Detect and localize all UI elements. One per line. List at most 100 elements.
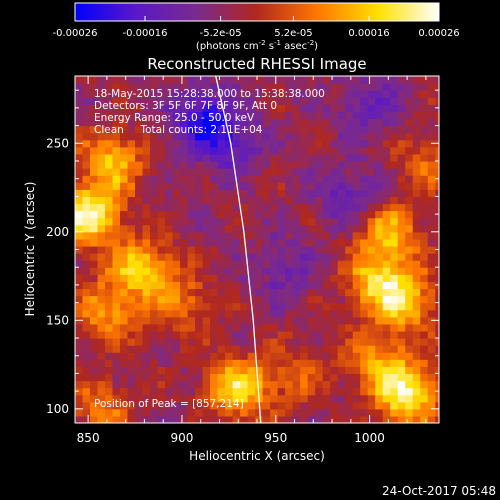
heatmap-cell (420, 330, 429, 339)
heatmap-cell (127, 274, 136, 282)
heatmap-cell (360, 118, 369, 127)
heatmap-cell (270, 394, 279, 403)
heatmap-cell (195, 231, 204, 240)
heatmap-cell (135, 309, 144, 318)
heatmap-cell (352, 111, 361, 120)
heatmap-cell (135, 238, 144, 247)
heatmap-cell (180, 401, 189, 410)
heatmap-cell (412, 97, 421, 105)
heatmap-cell (180, 153, 189, 162)
heatmap-cell (427, 238, 436, 247)
x-tick-label: 1000 (354, 431, 385, 445)
heatmap-cell (315, 189, 324, 197)
heatmap-cell (322, 288, 331, 297)
heatmap-cell (112, 408, 121, 417)
heatmap-cell (157, 359, 166, 367)
heatmap-cell (322, 338, 331, 346)
heatmap-cell (270, 302, 279, 311)
x-axis-label: Heliocentric X (arcsec) (189, 449, 325, 463)
heatmap-cell (142, 253, 151, 261)
heatmap-cell (240, 210, 249, 219)
heatmap-cell (195, 373, 204, 382)
heatmap-cell (82, 366, 91, 375)
heatmap-cell (307, 366, 316, 375)
heatmap-cell (285, 345, 294, 353)
heatmap-cell (375, 401, 384, 410)
heatmap-cell (307, 415, 316, 423)
heatmap-cell (232, 196, 241, 205)
heatmap-cell (112, 168, 121, 176)
heatmap-cell (180, 160, 189, 169)
heatmap-cell (435, 380, 439, 389)
heatmap-cell (225, 83, 234, 91)
heatmap-cell (405, 168, 414, 176)
heatmap-cell (150, 380, 159, 389)
heatmap-cell (210, 359, 219, 367)
heatmap-cell (337, 373, 346, 382)
heatmap-cell (217, 217, 226, 226)
heatmap-cell (345, 168, 354, 176)
heatmap-cell (292, 168, 301, 176)
heatmap-cell (367, 160, 376, 169)
heatmap-cell (292, 217, 301, 226)
heatmap-cell (405, 245, 414, 254)
heatmap-cell (97, 238, 106, 247)
heatmap-cell (187, 387, 196, 396)
heatmap-cell (202, 245, 211, 254)
heatmap-cell (172, 146, 181, 155)
heatmap-cell (360, 288, 369, 297)
heatmap-cell (337, 288, 346, 297)
heatmap-cell (345, 175, 354, 183)
heatmap-cell (127, 288, 136, 297)
heatmap-cell (247, 83, 256, 91)
heatmap-cell (277, 203, 286, 212)
heatmap-cell (82, 175, 91, 183)
heatmap-cell (360, 196, 369, 205)
heatmap-cell (180, 245, 189, 254)
heatmap-cell (412, 359, 421, 367)
heatmap-cell (322, 274, 331, 282)
heatmap-cell (202, 415, 211, 423)
heatmap-cell (292, 281, 301, 290)
heatmap-cell (247, 408, 256, 417)
heatmap-cell (225, 168, 234, 176)
heatmap-cell (142, 380, 151, 389)
heatmap-cell (172, 274, 181, 282)
heatmap-cell (262, 189, 271, 197)
heatmap-cell (240, 345, 249, 353)
heatmap-cell (307, 83, 316, 91)
heatmap-cell (337, 408, 346, 417)
heatmap-cell (277, 245, 286, 254)
heatmap-cell (375, 408, 384, 417)
heatmap-cell (210, 118, 219, 127)
heatmap-cell (240, 97, 249, 105)
heatmap-cell (360, 274, 369, 282)
heatmap-cell (142, 196, 151, 205)
heatmap-cell (157, 146, 166, 155)
annotation-counts: Clean Total counts: 2.11E+04 (94, 124, 263, 136)
heatmap-cell (105, 111, 114, 120)
heatmap-cell (307, 132, 316, 141)
heatmap-cell (112, 111, 121, 120)
heatmap-cell (105, 231, 114, 240)
heatmap-cell (127, 366, 136, 375)
heatmap-cell (315, 139, 324, 148)
heatmap-cell (172, 217, 181, 226)
heatmap-cell (322, 352, 331, 360)
heatmap-cell (187, 196, 196, 205)
heatmap-cell (330, 415, 339, 423)
heatmap-cell (345, 245, 354, 254)
heatmap-cell (367, 139, 376, 148)
heatmap-cell (382, 387, 391, 396)
heatmap-cell (397, 90, 406, 98)
heatmap-cell (307, 401, 316, 410)
heatmap-cell (90, 182, 99, 190)
heatmap-cell (337, 302, 346, 311)
heatmap-cell (337, 210, 346, 219)
heatmap-cell (180, 380, 189, 389)
heatmap-cell (405, 189, 414, 197)
heatmap-cell (150, 302, 159, 311)
heatmap-cell (367, 373, 376, 382)
heatmap-cell (150, 111, 159, 120)
heatmap-cell (150, 401, 159, 410)
